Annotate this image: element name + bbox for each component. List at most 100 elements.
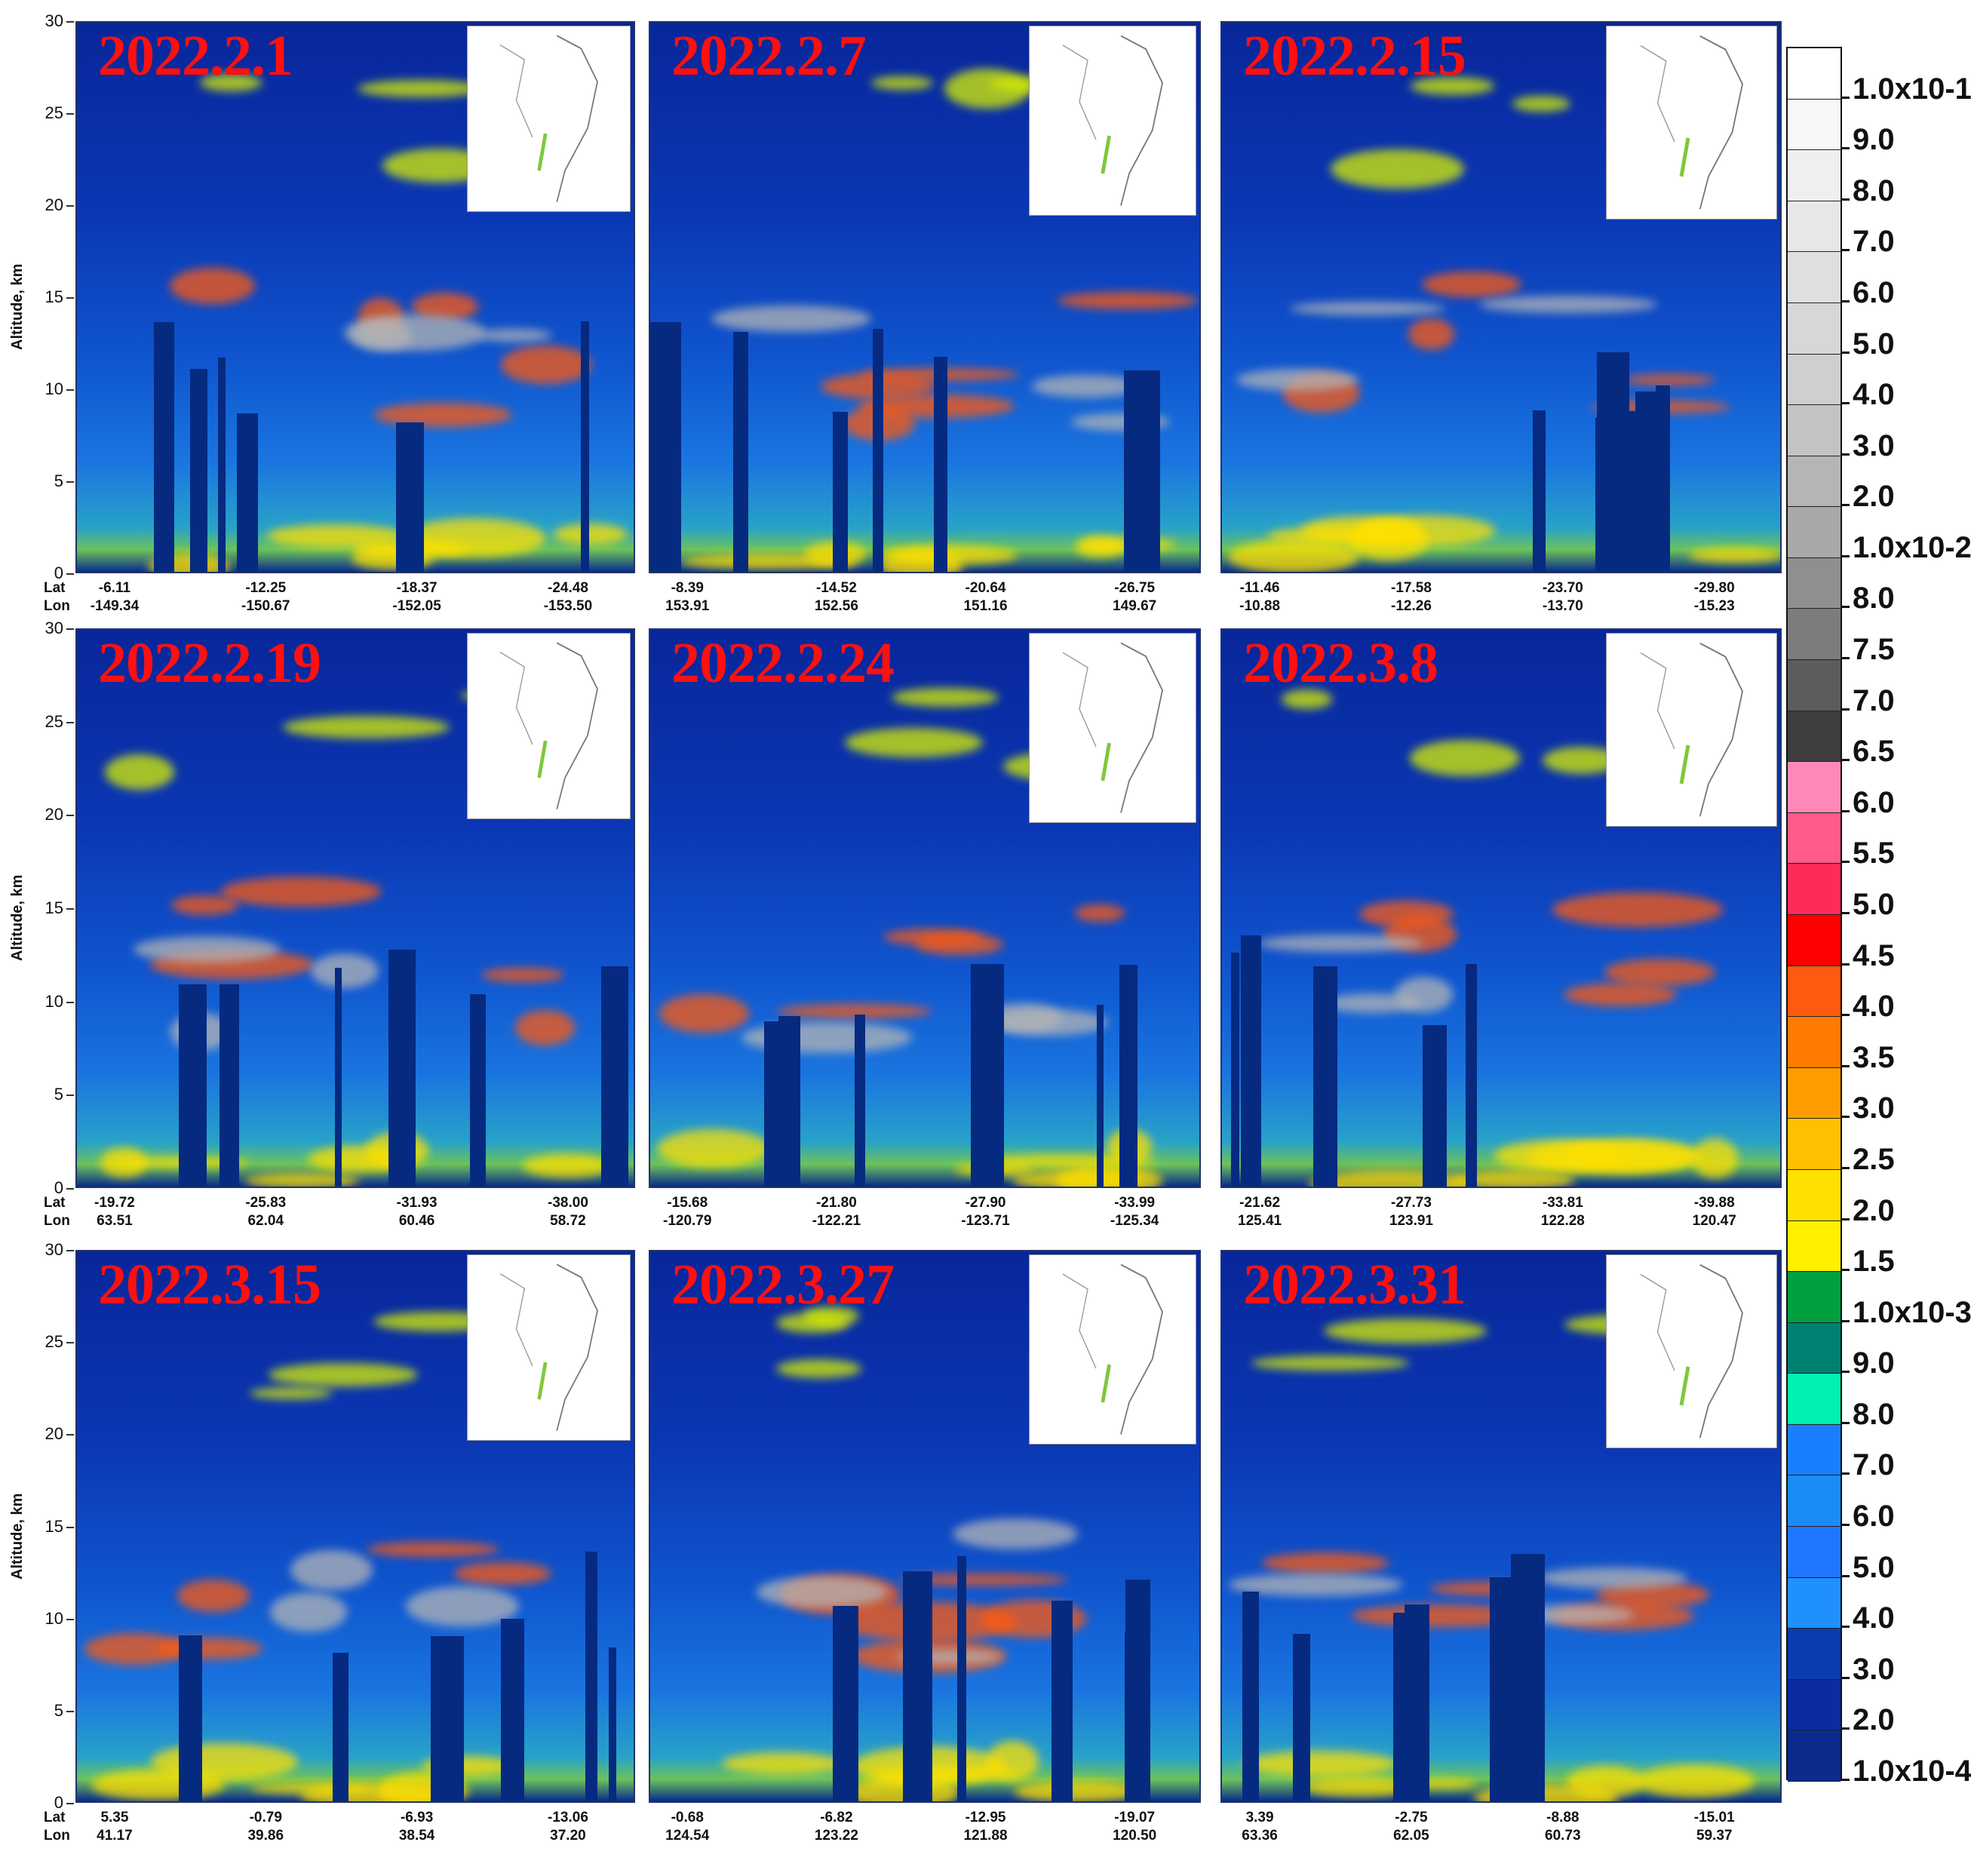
attenuation-column	[431, 1635, 465, 1801]
attenuation-column	[855, 1014, 866, 1187]
cloud-feature	[892, 687, 999, 707]
y-tick-mark	[66, 628, 74, 630]
attenuation-column	[873, 329, 884, 572]
cloud-feature	[1057, 292, 1199, 309]
y-tick-label: 30	[45, 11, 63, 30]
y-tick-label: 0	[54, 563, 63, 582]
colorbar-segment	[1788, 456, 1841, 508]
colorbar-tick	[1841, 1217, 1850, 1220]
colorbar-label: 4.0	[1853, 1601, 1895, 1635]
attenuation-column	[778, 1016, 801, 1187]
colorbar-label: 7.5	[1853, 633, 1895, 667]
cloud-feature	[1479, 296, 1657, 314]
cloud-feature	[870, 75, 933, 90]
x-tick-lat: -21.80	[815, 1195, 857, 1211]
x-tick-lon: -150.67	[241, 598, 290, 614]
cloud-feature	[250, 1386, 333, 1399]
attenuation-column	[179, 1635, 203, 1801]
colorbar-label: 8.0	[1853, 582, 1895, 616]
track-map-inset	[467, 26, 631, 212]
attenuation-column	[903, 1571, 932, 1801]
panel-date: 2022.2.19	[98, 631, 321, 695]
y-tick-label: 15	[45, 287, 63, 306]
x-tick-lon: 120.50	[1113, 1828, 1157, 1844]
attenuation-column	[1125, 1579, 1151, 1801]
colorbar	[1786, 47, 1842, 1782]
attenuation-column	[1123, 370, 1160, 572]
lidar-panel: 2022.3.8	[1220, 628, 1782, 1188]
colorbar-label: 1.0x10-2	[1853, 530, 1971, 564]
x-tick-lon: -123.71	[961, 1213, 1010, 1229]
y-tick-mark	[66, 721, 74, 723]
y-tick-mark	[66, 205, 74, 207]
x-tick-lon: -152.05	[392, 598, 441, 614]
x-tick-lat: -15.68	[667, 1195, 708, 1211]
colorbar-tick	[1841, 1524, 1850, 1527]
cloud-feature	[244, 1173, 360, 1187]
x-tick-lon: 151.16	[963, 598, 1008, 614]
colorbar-label: 8.0	[1853, 173, 1895, 207]
y-tick-mark	[66, 21, 74, 23]
y-tick-mark	[66, 573, 74, 575]
attenuation-column	[217, 358, 226, 572]
colorbar-label: 3.5	[1853, 1040, 1895, 1074]
colorbar-tick	[1841, 1371, 1850, 1374]
y-tick-label: 25	[45, 103, 63, 122]
colorbar-tick	[1841, 249, 1850, 252]
cloud-feature	[1512, 95, 1571, 112]
colorbar-segment	[1788, 507, 1841, 558]
attenuation-column	[501, 1618, 525, 1801]
colorbar-segment	[1788, 201, 1841, 253]
panel-date: 2022.2.15	[1243, 24, 1466, 88]
colorbar-label: 1.0x10-4	[1853, 1755, 1971, 1788]
cloud-feature	[402, 517, 546, 558]
cloud-feature	[775, 1359, 862, 1379]
colorbar-segment	[1788, 915, 1841, 966]
x-tick-lon: -13.70	[1542, 598, 1583, 614]
colorbar-tick	[1841, 1014, 1850, 1017]
colorbar-tick	[1841, 1779, 1850, 1781]
attenuation-column	[1096, 1004, 1104, 1187]
cloud-feature	[1539, 1567, 1688, 1589]
colorbar-segment	[1788, 1322, 1841, 1374]
x-tick-lon: 37.20	[550, 1828, 586, 1844]
cloud-feature	[680, 553, 856, 570]
colorbar-label: 3.0	[1853, 428, 1895, 462]
x-tick-lon: -12.26	[1391, 598, 1432, 614]
panel-date: 2022.3.8	[1243, 631, 1438, 695]
x-tick-lat: -25.83	[245, 1195, 287, 1211]
colorbar-label: 9.0	[1853, 1346, 1895, 1380]
x-tick-lat: -8.88	[1546, 1810, 1580, 1825]
panel-date: 2022.3.27	[671, 1253, 895, 1316]
attenuation-column	[608, 1647, 616, 1801]
colorbar-tick	[1841, 809, 1850, 812]
inset-map-svg	[499, 35, 598, 203]
cloud-feature	[756, 1577, 888, 1607]
track-map-inset	[467, 633, 631, 819]
y-tick-mark	[66, 908, 74, 910]
x-tick-lon: 149.67	[1113, 598, 1157, 614]
track-map-inset	[1606, 1254, 1777, 1448]
x-tick-lon: 125.41	[1238, 1213, 1282, 1229]
cloud-feature	[522, 1153, 611, 1178]
y-tick-mark	[66, 1803, 74, 1804]
y-tick-mark	[66, 389, 74, 391]
attenuation-column	[1119, 964, 1138, 1187]
attenuation-column	[650, 321, 682, 572]
inset-map-svg	[1062, 642, 1163, 813]
colorbar-label: 2.0	[1853, 1193, 1895, 1227]
colorbar-segment	[1788, 302, 1841, 355]
x-tick-lat: -8.39	[671, 580, 704, 596]
cloud-feature	[1410, 76, 1495, 95]
x-tick-lat: -27.73	[1391, 1195, 1432, 1211]
colorbar-segment	[1788, 1679, 1841, 1731]
x-tick-lat: -6.11	[98, 580, 131, 596]
colorbar-segment	[1788, 966, 1841, 1018]
colorbar-label: 1.0x10-3	[1853, 1295, 1971, 1329]
track-map-inset	[1029, 1254, 1196, 1445]
x-tick-lat: -21.62	[1239, 1195, 1281, 1211]
y-tick-label: 20	[45, 195, 63, 214]
colorbar-tick	[1841, 453, 1850, 456]
y-tick-mark	[66, 1434, 74, 1436]
cloud-feature	[553, 523, 627, 545]
